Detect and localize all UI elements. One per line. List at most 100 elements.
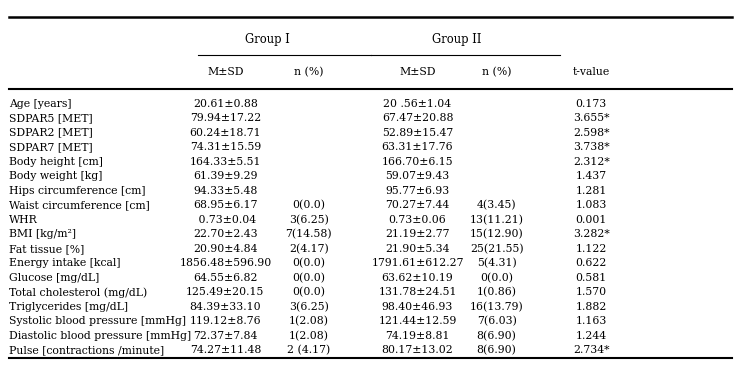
Text: 63.62±10.19: 63.62±10.19 (381, 273, 454, 283)
Text: 98.40±46.93: 98.40±46.93 (382, 302, 453, 312)
Text: 8(6.90): 8(6.90) (477, 331, 517, 341)
Text: 0(0.0): 0(0.0) (293, 287, 325, 297)
Text: 2(4.17): 2(4.17) (289, 244, 329, 254)
Text: 22.70±2.43: 22.70±2.43 (193, 229, 258, 239)
Text: SDPAR5 [MET]: SDPAR5 [MET] (9, 113, 92, 123)
Text: Group I: Group I (245, 33, 290, 46)
Text: 3(6.25): 3(6.25) (289, 302, 329, 312)
Text: 0.73±0.06: 0.73±0.06 (389, 215, 446, 225)
Text: M±SD: M±SD (207, 67, 244, 77)
Text: 20.90±4.84: 20.90±4.84 (193, 244, 258, 254)
Text: 20 .56±1.04: 20 .56±1.04 (384, 99, 452, 109)
Text: 1.281: 1.281 (576, 186, 607, 196)
Text: 166.70±6.15: 166.70±6.15 (382, 157, 453, 167)
Text: 60.24±18.71: 60.24±18.71 (190, 128, 261, 138)
Text: 1.083: 1.083 (576, 200, 607, 210)
Text: 94.33±5.48: 94.33±5.48 (193, 186, 258, 196)
Text: 2.312*: 2.312* (573, 157, 610, 167)
Text: 68.95±6.17: 68.95±6.17 (193, 200, 258, 210)
Text: 1.437: 1.437 (576, 171, 607, 181)
Text: 131.78±24.51: 131.78±24.51 (378, 287, 457, 297)
Text: Pulse [contractions /minute]: Pulse [contractions /minute] (9, 345, 164, 356)
Text: 0(0.0): 0(0.0) (480, 273, 513, 283)
Text: 0(0.0): 0(0.0) (293, 273, 325, 283)
Text: Hips circumference [cm]: Hips circumference [cm] (9, 186, 146, 196)
Text: 1.163: 1.163 (576, 316, 607, 326)
Text: 70.27±7.44: 70.27±7.44 (386, 200, 449, 210)
Text: 0(0.0): 0(0.0) (293, 258, 325, 268)
Text: SDPAR2 [MET]: SDPAR2 [MET] (9, 128, 92, 138)
Text: 21.90±5.34: 21.90±5.34 (385, 244, 450, 254)
Text: BMI [kg/m²]: BMI [kg/m²] (9, 229, 76, 239)
Text: Waist circumference [cm]: Waist circumference [cm] (9, 200, 149, 210)
Text: 84.39±33.10: 84.39±33.10 (190, 302, 261, 312)
Text: Triglycerides [mg/dL]: Triglycerides [mg/dL] (9, 302, 128, 312)
Text: 0.581: 0.581 (576, 273, 607, 283)
Text: 2.598*: 2.598* (573, 128, 610, 138)
Text: 25(21.55): 25(21.55) (470, 244, 523, 254)
Text: 63.31±17.76: 63.31±17.76 (382, 142, 453, 152)
Text: 0.622: 0.622 (576, 258, 607, 268)
Text: 67.47±20.88: 67.47±20.88 (382, 113, 453, 123)
Text: 125.49±20.15: 125.49±20.15 (186, 287, 265, 297)
Text: 13(11.21): 13(11.21) (469, 215, 524, 225)
Text: 4(3.45): 4(3.45) (477, 200, 517, 210)
Text: 119.12±8.76: 119.12±8.76 (190, 316, 261, 326)
Text: WHR: WHR (9, 215, 38, 225)
Text: 1(2.08): 1(2.08) (289, 331, 329, 341)
Text: n (%): n (%) (482, 66, 511, 77)
Text: 1.244: 1.244 (576, 331, 607, 341)
Text: 52.89±15.47: 52.89±15.47 (382, 128, 453, 138)
Text: 79.94±17.22: 79.94±17.22 (190, 113, 261, 123)
Text: 0(0.0): 0(0.0) (293, 200, 325, 210)
Text: 74.27±11.48: 74.27±11.48 (190, 345, 261, 356)
Text: 121.44±12.59: 121.44±12.59 (378, 316, 457, 326)
Text: 61.39±9.29: 61.39±9.29 (193, 171, 258, 181)
Text: 164.33±5.51: 164.33±5.51 (190, 157, 261, 167)
Text: 1(0.86): 1(0.86) (477, 287, 517, 297)
Text: 0.173: 0.173 (576, 99, 607, 109)
Text: Fat tissue [%]: Fat tissue [%] (9, 244, 84, 254)
Text: 7(6.03): 7(6.03) (477, 316, 517, 326)
Text: 1.882: 1.882 (576, 302, 607, 312)
Text: Body weight [kg]: Body weight [kg] (9, 171, 102, 181)
Text: 3.655*: 3.655* (573, 113, 610, 123)
Text: 72.37±7.84: 72.37±7.84 (193, 331, 258, 341)
Text: 3.282*: 3.282* (573, 229, 610, 239)
Text: 5(4.31): 5(4.31) (477, 258, 517, 268)
Text: 0.001: 0.001 (576, 215, 607, 225)
Text: 64.55±6.82: 64.55±6.82 (193, 273, 258, 283)
Text: 95.77±6.93: 95.77±6.93 (386, 186, 449, 196)
Text: 16(13.79): 16(13.79) (470, 302, 523, 312)
Text: Body height [cm]: Body height [cm] (9, 157, 103, 167)
Text: Diastolic blood pressure [mmHg]: Diastolic blood pressure [mmHg] (9, 331, 191, 341)
Text: Total cholesterol (mg/dL): Total cholesterol (mg/dL) (9, 287, 147, 298)
Text: 2.734*: 2.734* (573, 345, 610, 356)
Text: 74.19±8.81: 74.19±8.81 (385, 331, 450, 341)
Text: 21.19±2.77: 21.19±2.77 (385, 229, 450, 239)
Text: 20.61±0.88: 20.61±0.88 (193, 99, 258, 109)
Text: t-value: t-value (573, 67, 610, 77)
Text: n (%): n (%) (294, 66, 324, 77)
Text: SDPAR7 [MET]: SDPAR7 [MET] (9, 142, 92, 152)
Text: 1791.61±612.27: 1791.61±612.27 (371, 258, 464, 268)
Text: 7(14.58): 7(14.58) (285, 229, 333, 239)
Text: Age [years]: Age [years] (9, 99, 72, 109)
Text: 1.570: 1.570 (576, 287, 607, 297)
Text: 1(2.08): 1(2.08) (289, 316, 329, 326)
Text: 0.73±0.04: 0.73±0.04 (195, 215, 256, 225)
Text: 3.738*: 3.738* (573, 142, 610, 152)
Text: 8(6.90): 8(6.90) (477, 345, 517, 356)
Text: 74.31±15.59: 74.31±15.59 (190, 142, 261, 152)
Text: 3(6.25): 3(6.25) (289, 215, 329, 225)
Text: 59.07±9.43: 59.07±9.43 (386, 171, 449, 181)
Text: Group II: Group II (432, 33, 482, 46)
Text: 80.17±13.02: 80.17±13.02 (381, 345, 454, 356)
Text: 2 (4.17): 2 (4.17) (287, 345, 330, 356)
Text: Glucose [mg/dL]: Glucose [mg/dL] (9, 273, 99, 283)
Text: Systolic blood pressure [mmHg]: Systolic blood pressure [mmHg] (9, 316, 186, 326)
Text: Energy intake [kcal]: Energy intake [kcal] (9, 258, 120, 268)
Text: 1.122: 1.122 (576, 244, 607, 254)
Text: 1856.48±596.90: 1856.48±596.90 (180, 258, 271, 268)
Text: M±SD: M±SD (399, 67, 436, 77)
